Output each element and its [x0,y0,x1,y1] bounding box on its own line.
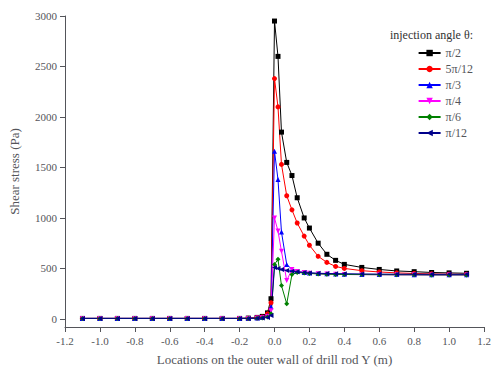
svg-text:-0.8: -0.8 [126,335,144,347]
svg-text:-1.0: -1.0 [91,335,109,347]
svg-text:0.2: 0.2 [303,335,317,347]
svg-text:π/6: π/6 [446,110,461,124]
svg-text:3000: 3000 [35,10,58,22]
svg-text:0.0: 0.0 [268,335,282,347]
svg-text:Locations on the outer wall of: Locations on the outer wall of drill rod… [157,352,393,367]
svg-text:0: 0 [52,313,58,325]
svg-text:2000: 2000 [35,111,58,123]
svg-text:0.8: 0.8 [407,335,421,347]
svg-text:1.2: 1.2 [477,335,491,347]
svg-text:-0.6: -0.6 [161,335,179,347]
svg-text:1500: 1500 [35,161,58,173]
svg-text:π/4: π/4 [446,94,461,108]
svg-text:Shear stress (Pa): Shear stress (Pa) [7,128,22,215]
svg-text:-0.2: -0.2 [231,335,248,347]
svg-text:1000: 1000 [35,212,58,224]
svg-text:π/2: π/2 [446,46,461,60]
svg-text:π/3: π/3 [446,78,461,92]
svg-text:2500: 2500 [35,60,58,72]
svg-text:-0.4: -0.4 [196,335,214,347]
svg-text:500: 500 [41,262,58,274]
svg-text:0.6: 0.6 [372,335,386,347]
svg-text:5π/12: 5π/12 [446,62,473,76]
svg-text:1.0: 1.0 [442,335,456,347]
svg-text:injection angle θ:: injection angle θ: [390,28,473,42]
svg-text:-1.2: -1.2 [56,335,73,347]
svg-text:π/12: π/12 [446,126,467,140]
svg-text:0.4: 0.4 [337,335,351,347]
